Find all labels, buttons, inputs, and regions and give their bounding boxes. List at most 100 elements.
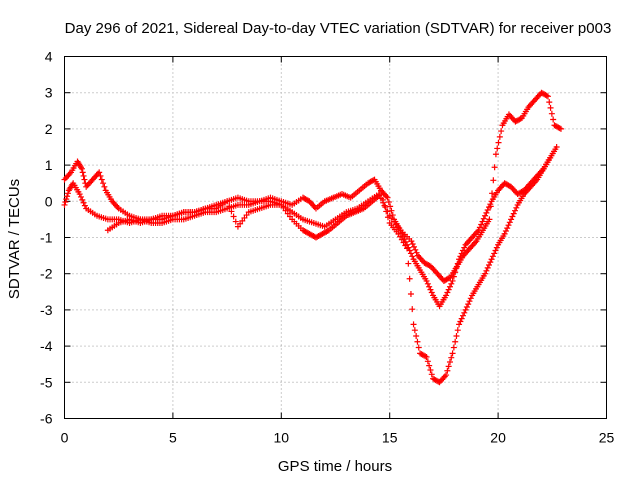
- data-point-interp: [504, 225, 511, 232]
- data-point-interp: [485, 262, 492, 269]
- y-tick-label: 0: [45, 193, 53, 209]
- data-point-interp: [385, 199, 392, 206]
- y-tick-label: 3: [45, 85, 53, 101]
- data-point-interp: [387, 203, 394, 210]
- data-point: [557, 125, 564, 132]
- data-point-interp: [457, 318, 464, 325]
- data-point-interp: [446, 283, 453, 290]
- y-tick-label: -3: [40, 302, 53, 318]
- data-point-interp: [479, 218, 486, 225]
- data-point-interp: [476, 224, 483, 231]
- y-tick-label: -6: [40, 411, 53, 427]
- x-tick-label: 0: [61, 430, 69, 446]
- y-tick-label: 1: [45, 157, 53, 173]
- x-tick-label: 25: [599, 430, 615, 446]
- data-point-interp: [424, 280, 431, 287]
- y-tick-label: 2: [45, 121, 53, 137]
- data-point-interp: [426, 283, 433, 290]
- data-point-interp: [543, 92, 550, 99]
- data-point-interp: [324, 227, 331, 234]
- data-point-interp: [415, 344, 422, 351]
- data-point-interp: [384, 214, 391, 221]
- data-point-interp: [480, 215, 487, 222]
- data-point-interp: [81, 202, 88, 209]
- y-tick-label: 4: [45, 49, 53, 65]
- data-point-interp: [412, 246, 419, 253]
- data-point-interp: [547, 104, 554, 111]
- data-point-interp: [407, 290, 414, 297]
- data-point-interp: [550, 116, 557, 123]
- data-point-interp: [448, 354, 455, 361]
- data-point-interp: [546, 99, 553, 106]
- data-point-interp: [77, 193, 84, 200]
- data-point: [76, 191, 83, 198]
- data-point-interp: [80, 199, 87, 206]
- data-point-interp: [388, 207, 395, 214]
- data-point-interp: [379, 196, 386, 203]
- y-tick-labels: -6 -5 -4 -3 -2 -1 0 1 2 3 4: [40, 49, 53, 427]
- data-point-interp: [406, 275, 413, 282]
- data-point-interp: [64, 193, 71, 200]
- data-point-interp: [100, 180, 107, 187]
- data-point-interp: [517, 115, 524, 122]
- data-point: [61, 201, 68, 208]
- data-point-interp: [513, 204, 520, 211]
- data-point-interp: [465, 301, 472, 308]
- data-point: [443, 292, 450, 299]
- data-point-interp: [428, 371, 435, 378]
- data-point-interp: [484, 264, 491, 271]
- data-point-interp: [445, 363, 452, 370]
- data-point-interp: [407, 250, 414, 257]
- data-point: [449, 350, 456, 357]
- data-point-interp: [502, 227, 509, 234]
- data-point-interp: [506, 219, 513, 226]
- data-point: [449, 277, 456, 284]
- data-point-interp: [487, 203, 494, 210]
- data-point: [501, 230, 508, 237]
- x-tick-label: 20: [490, 430, 506, 446]
- data-point-interp: [459, 312, 466, 319]
- data-point: [544, 93, 551, 100]
- data-point: [486, 216, 493, 223]
- data-point-interp: [496, 133, 503, 140]
- x-tick-label: 5: [169, 430, 177, 446]
- data-point-interp: [405, 244, 412, 251]
- data-point-interp: [454, 327, 461, 334]
- data-point-interp: [445, 286, 452, 293]
- data-point: [378, 191, 385, 198]
- data-point-interp: [466, 298, 473, 305]
- data-point-interp: [413, 332, 420, 339]
- data-point: [404, 245, 411, 252]
- data-point-interp: [427, 366, 434, 373]
- data-point: [443, 372, 450, 379]
- data-point-interp: [398, 230, 405, 237]
- data-point-interp: [226, 203, 233, 210]
- data-point-interp: [101, 183, 108, 190]
- x-tick-labels: 0 5 10 15 20 25: [61, 430, 615, 446]
- y-tick-label: -5: [40, 374, 53, 390]
- data-point-interp: [411, 327, 418, 334]
- y-tick-label: -4: [40, 338, 53, 354]
- y-tick-label: -1: [40, 230, 53, 246]
- y-tick-label: -2: [40, 266, 53, 282]
- data-point-interp: [489, 253, 496, 260]
- data-point-interp: [484, 206, 491, 213]
- data-point-interp: [489, 190, 496, 197]
- data-point-interp: [409, 306, 416, 313]
- data-point: [78, 165, 85, 172]
- data-point-interp: [79, 196, 86, 203]
- data-point-interp: [453, 332, 460, 339]
- data-point: [423, 353, 430, 360]
- data-point-interp: [98, 176, 105, 183]
- data-point-interp: [487, 259, 494, 266]
- data-point: [482, 212, 489, 219]
- data-point-interp: [427, 286, 434, 293]
- data-point-interp: [444, 289, 451, 296]
- data-point-interp: [409, 253, 416, 260]
- data-point: [553, 144, 560, 150]
- data-point-interp: [381, 202, 388, 209]
- data-point-interp: [413, 249, 420, 256]
- data-point-interp: [446, 359, 453, 366]
- data-point-interp: [80, 172, 87, 179]
